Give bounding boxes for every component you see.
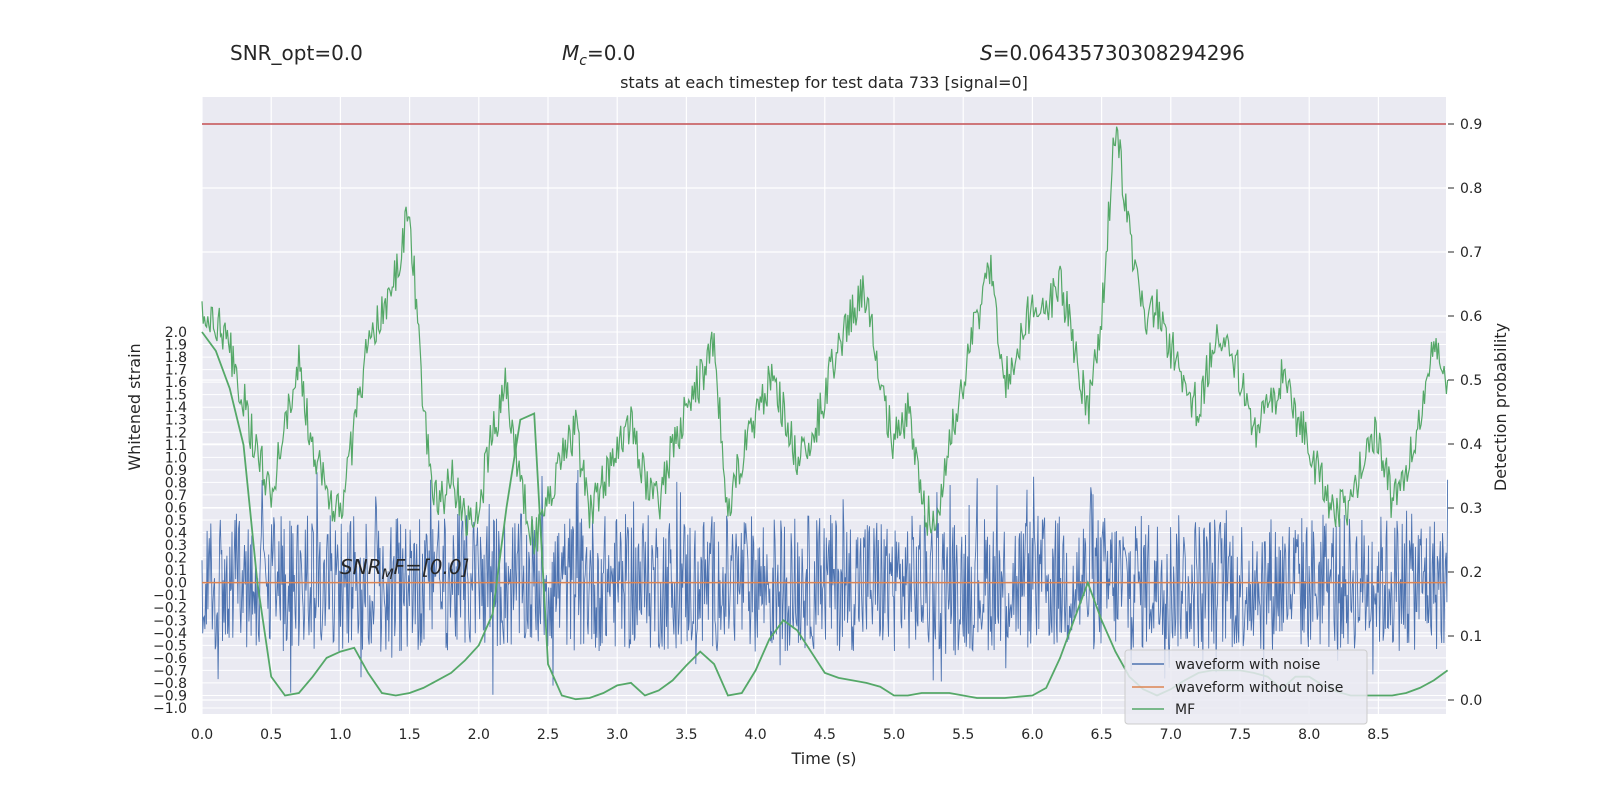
x-tick-label: 7.5 <box>1229 727 1251 743</box>
legend-box <box>1124 649 1368 725</box>
stat-s-label: S=0.06435730308294296 <box>980 41 1245 65</box>
y-left-tick-label: −0.6 <box>153 651 187 667</box>
x-axis-label: Time (s) <box>790 749 856 768</box>
x-tick-label: 7.0 <box>1160 727 1182 743</box>
legend-label-waveform-without-noise: waveform without noise <box>1175 680 1343 696</box>
legend: waveform with noise waveform without noi… <box>1124 649 1368 725</box>
y-left-tick-label: 1.0 <box>165 450 187 466</box>
noise-trace <box>201 469 1449 695</box>
snr-opt-label: SNR_opt=0.0 <box>230 41 363 65</box>
x-tick-label: 8.5 <box>1367 727 1389 743</box>
y-left-tick-label: 1.9 <box>165 338 187 354</box>
x-tick-label: 0.0 <box>191 727 213 743</box>
y-left-tick-label: 1.6 <box>165 375 187 391</box>
y-left-tick-label: 1.5 <box>165 388 187 404</box>
y-left-axis-label: Whitened strain <box>125 343 144 470</box>
y-left-tick-label: 0.0 <box>165 576 187 592</box>
series-detection-probability <box>201 126 1449 555</box>
y-left-tick-label: 1.2 <box>165 425 187 441</box>
y-right-tick-label: 0.3 <box>1460 501 1482 517</box>
x-tick-label: 3.0 <box>606 727 628 743</box>
y-right-tick-label: 0.2 <box>1460 565 1482 581</box>
y-left-tick-label: 1.3 <box>165 413 187 429</box>
x-tick-label: 6.0 <box>1021 727 1043 743</box>
x-tick-label: 2.5 <box>537 727 559 743</box>
y-left-tick-label: −0.4 <box>153 626 187 642</box>
y-left-tick-label: 0.7 <box>165 488 187 504</box>
x-tick-label: 4.0 <box>744 727 766 743</box>
y-left-tick-label: −0.5 <box>153 638 187 654</box>
x-tick-label: 8.0 <box>1298 727 1320 743</box>
x-tick-label: 6.5 <box>1090 727 1112 743</box>
x-tick-label: 2.0 <box>468 727 490 743</box>
y-left-tick-label: −0.7 <box>153 663 187 679</box>
y-left-tick-label: 0.3 <box>165 538 187 554</box>
y-right-tick-label: 0.0 <box>1460 693 1482 709</box>
y-left-tick-label: −0.2 <box>153 601 187 617</box>
y-right-tick-label: 0.5 <box>1460 373 1482 389</box>
y-right-tick-label: 0.9 <box>1460 117 1482 133</box>
y-left-tick-label: 1.1 <box>165 438 187 454</box>
snr-mf-annotation: SNRMF=[0.0] <box>340 555 469 583</box>
x-tick-label: 0.5 <box>260 727 282 743</box>
y-left-tick-label: −0.3 <box>153 613 187 629</box>
y-left-tick-label: 0.5 <box>165 513 187 529</box>
x-tick-label: 1.0 <box>329 727 351 743</box>
y-right-tick-label: 0.1 <box>1460 629 1482 645</box>
legend-label-mf: MF <box>1175 702 1195 718</box>
y-left-tick-label: 0.6 <box>165 500 187 516</box>
y-right-axis-ticks: 0.0 0.1 0.2 0.3 0.4 0.5 0.6 0.7 0.8 0.9 <box>1448 117 1482 709</box>
x-tick-label: 3.5 <box>675 727 697 743</box>
y-left-tick-label: 0.1 <box>165 563 187 579</box>
detection-probability-trace <box>201 126 1449 555</box>
y-left-tick-label: −0.1 <box>153 588 187 604</box>
y-right-tick-label: 0.8 <box>1460 181 1482 197</box>
x-axis-ticks: 0.0 0.5 1.0 1.5 2.0 2.5 3.0 3.5 4.0 4.5 5.0 5.5 6.0 6… <box>191 727 1390 743</box>
x-tick-label: 5.5 <box>952 727 974 743</box>
chart-title: stats at each timestep for test data 733… <box>620 73 1028 92</box>
y-left-tick-label: 1.7 <box>165 363 187 379</box>
y-left-tick-label: 0.4 <box>165 526 187 542</box>
series-waveform-with-noise <box>201 469 1449 695</box>
x-tick-label: 5.0 <box>883 727 905 743</box>
chirp-mass-label: Mc=0.0 <box>562 41 636 69</box>
y-left-tick-label: 2.0 <box>165 325 187 341</box>
x-tick-label: 1.5 <box>398 727 420 743</box>
x-tick-label: 4.5 <box>814 727 836 743</box>
y-left-tick-label: −1.0 <box>153 701 187 717</box>
y-left-tick-label: 0.8 <box>165 475 187 491</box>
y-left-tick-label: 0.2 <box>165 551 187 567</box>
y-right-tick-label: 0.4 <box>1460 437 1482 453</box>
y-right-tick-label: 0.7 <box>1460 245 1482 261</box>
y-left-tick-label: 1.4 <box>165 400 187 416</box>
y-left-tick-label: 0.9 <box>165 463 187 479</box>
legend-label-waveform-with-noise: waveform with noise <box>1175 657 1320 673</box>
y-left-axis-ticks: −1.0−0.9−0.8−0.7−0.6−0.5−0.4−0.3−0.2−0.1… <box>153 325 187 717</box>
y-left-tick-label: 1.8 <box>165 350 187 366</box>
y-left-tick-label: −0.8 <box>153 676 187 692</box>
y-right-axis-label: Detection probability <box>1491 323 1510 491</box>
y-right-tick-label: 0.6 <box>1460 309 1482 325</box>
y-left-tick-label: −0.9 <box>153 688 187 704</box>
